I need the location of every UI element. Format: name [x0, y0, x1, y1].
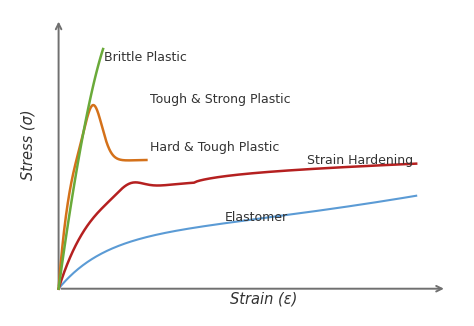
- Text: Strain (ε): Strain (ε): [230, 292, 297, 307]
- Text: Elastomer: Elastomer: [224, 211, 287, 224]
- Text: Hard & Tough Plastic: Hard & Tough Plastic: [150, 141, 280, 154]
- Text: Stress (σ): Stress (σ): [20, 110, 36, 180]
- Text: Brittle Plastic: Brittle Plastic: [104, 51, 187, 64]
- Text: Strain Hardening: Strain Hardening: [307, 154, 413, 167]
- Text: Tough & Strong Plastic: Tough & Strong Plastic: [150, 93, 291, 106]
